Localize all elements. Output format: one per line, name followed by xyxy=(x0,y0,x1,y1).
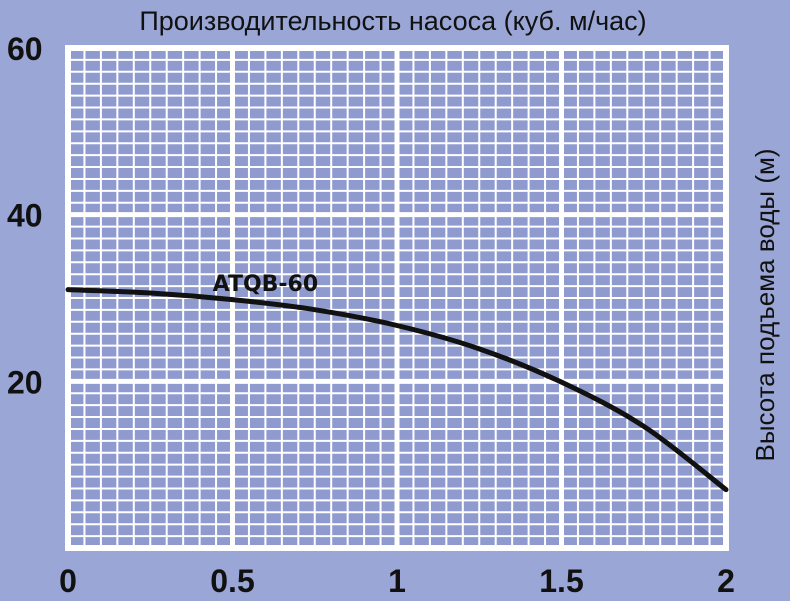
plot-border xyxy=(65,45,729,551)
y-tick-label: 60 xyxy=(7,31,43,67)
y-tick-label: 20 xyxy=(7,364,43,400)
series-layer: ATQB-60 xyxy=(65,272,729,493)
y-axis-label: Высота подъема воды (м) xyxy=(750,148,780,461)
x-tick-label: 2 xyxy=(717,563,735,599)
y-tick-labels: 20 40 60 xyxy=(7,31,43,400)
series-label-atqb-60: ATQB-60 xyxy=(213,272,319,297)
y-tick-label: 40 xyxy=(7,198,43,234)
x-tick-label: 0 xyxy=(59,563,77,599)
x-tick-label: 1.5 xyxy=(539,563,583,599)
x-tick-label: 1 xyxy=(388,563,406,599)
x-tick-label: 0.5 xyxy=(210,563,254,599)
x-tick-labels: 0 0.5 1 1.5 2 xyxy=(59,563,735,599)
series-line-atqb-60 xyxy=(65,287,729,493)
major-gridlines xyxy=(65,45,729,551)
chart-title: Производительность насоса (куб. м/час) xyxy=(139,6,646,36)
